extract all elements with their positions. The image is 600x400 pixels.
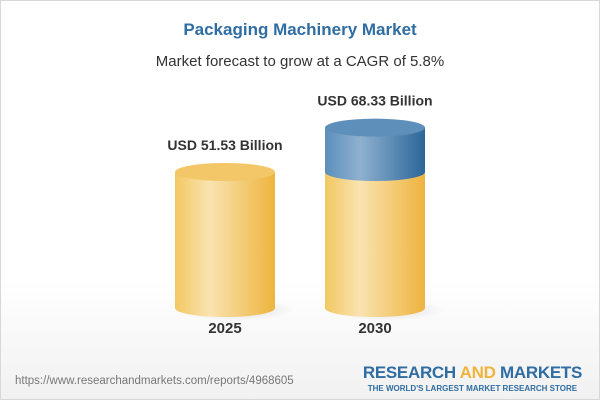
chart-title: Packaging Machinery Market: [183, 20, 417, 39]
research-and-markets-logo: RESEARCH AND MARKETS THE WORLD'S LARGEST…: [363, 363, 582, 393]
data-label: USD 68.33 Billion: [317, 93, 432, 109]
bar-top-2030: [325, 118, 425, 137]
bar-top-2025: [175, 163, 275, 181]
category-label: 2030: [358, 320, 391, 337]
logo-text-and: AND: [459, 363, 496, 382]
logo-text-markets: MARKETS: [495, 363, 582, 382]
category-label: 2025: [208, 320, 241, 337]
chart-subtitle: Market forecast to grow at a CAGR of 5.8…: [155, 53, 445, 70]
bar-growth-2030: [325, 127, 425, 181]
data-label: USD 51.53 Billion: [167, 137, 282, 153]
bar-base-2025: [175, 172, 275, 317]
source-url[interactable]: https://www.researchandmarkets.com/repor…: [15, 375, 294, 387]
logo-tagline: THE WORLD'S LARGEST MARKET RESEARCH STOR…: [367, 384, 578, 393]
bar-base-2030: [325, 172, 425, 317]
logo-text: RESEARCH: [362, 363, 460, 382]
